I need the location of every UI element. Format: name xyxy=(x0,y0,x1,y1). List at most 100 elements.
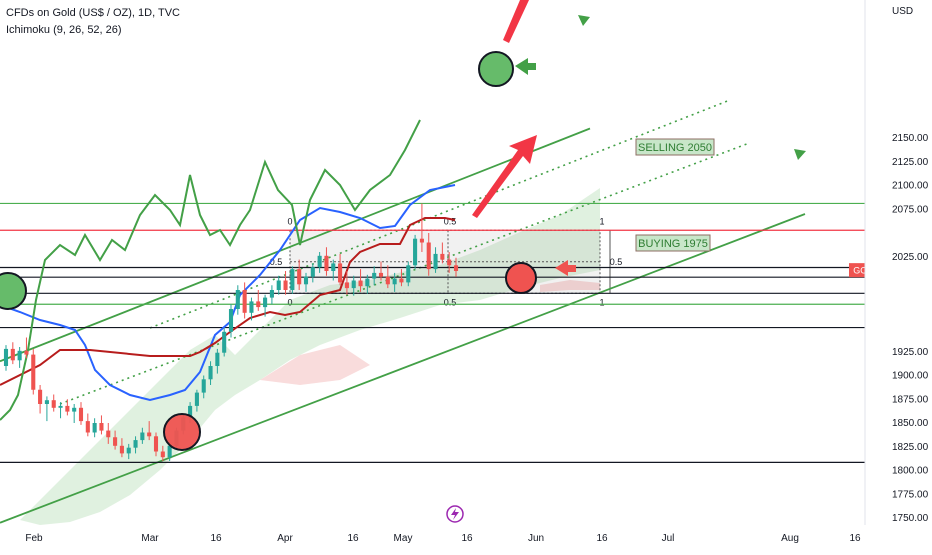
candle xyxy=(228,304,234,338)
candle-body xyxy=(78,407,84,422)
candle-body xyxy=(17,350,22,361)
fib-label-top: 1 xyxy=(599,216,604,226)
candle-body xyxy=(242,290,247,313)
target-circle-support[interactable] xyxy=(505,262,537,294)
candle-body xyxy=(133,440,138,448)
candle-body xyxy=(426,242,431,270)
candle-body xyxy=(160,451,165,458)
y-tick-label: 1850.00 xyxy=(892,418,929,429)
channel-upper xyxy=(0,127,591,363)
selling-label-box[interactable] xyxy=(635,138,715,156)
candle xyxy=(208,361,213,385)
candle xyxy=(392,272,397,292)
green-pointer-arrow xyxy=(515,58,536,75)
candle-body xyxy=(358,280,363,287)
y-tick-label: 2075.00 xyxy=(892,204,929,215)
target-circle-top[interactable] xyxy=(478,51,514,87)
candle-body xyxy=(222,331,227,353)
candle-body xyxy=(215,352,220,366)
candle-body xyxy=(399,278,404,283)
candle-body xyxy=(99,423,104,431)
candle xyxy=(385,265,390,289)
fib-range-box xyxy=(289,229,601,294)
fib-label-top: 0.5 xyxy=(444,216,457,226)
candle-body xyxy=(85,421,90,433)
candle xyxy=(249,297,254,321)
x-tick-label: May xyxy=(394,533,413,544)
candle xyxy=(351,275,356,296)
fib-label-bottom: 0 xyxy=(287,297,292,307)
candle xyxy=(215,348,220,374)
candle-body xyxy=(290,269,295,290)
target-circle-left[interactable] xyxy=(0,272,27,310)
red-pointer-arrow xyxy=(555,260,576,276)
x-tick-label: 16 xyxy=(596,533,608,544)
candle xyxy=(331,259,336,281)
candle xyxy=(113,430,118,450)
candle xyxy=(303,272,309,292)
buying-label: BUYING 1975 xyxy=(638,238,708,250)
candle xyxy=(276,275,281,295)
candle xyxy=(263,294,268,317)
y-tick-label: 1825.00 xyxy=(892,442,929,453)
candle xyxy=(222,328,227,357)
candle-body xyxy=(303,276,309,285)
candle xyxy=(242,282,247,319)
candle-body xyxy=(208,366,213,380)
candle-body xyxy=(44,400,49,404)
candle-body xyxy=(351,280,356,289)
target-circle-low[interactable] xyxy=(163,413,201,451)
candle-body xyxy=(378,272,384,277)
candle-body xyxy=(106,430,111,438)
fib-label-mid: 0.5 xyxy=(270,257,283,267)
candle-body xyxy=(269,290,274,298)
candle-body xyxy=(65,405,70,412)
candle xyxy=(51,394,56,412)
x-tick-label: Feb xyxy=(25,533,43,544)
candle-body xyxy=(440,253,445,260)
candle xyxy=(72,404,77,423)
candle xyxy=(106,423,111,444)
fib-label-bottom: 0.5 xyxy=(444,297,457,307)
y-tick-label: 1800.00 xyxy=(892,466,929,477)
candle-body xyxy=(297,269,302,285)
candle xyxy=(85,413,90,437)
candle xyxy=(269,285,274,305)
candle-body xyxy=(324,255,329,271)
candle xyxy=(324,247,329,276)
candle xyxy=(453,257,459,277)
candle xyxy=(133,436,138,454)
candle-body xyxy=(10,348,15,361)
candle-body xyxy=(447,259,452,266)
ichimoku-cloud-bear xyxy=(260,345,370,385)
indicator-label: Ichimoku (9, 26, 52, 26) xyxy=(6,24,122,36)
candle-body xyxy=(140,432,145,441)
candle xyxy=(419,203,424,252)
candle-body xyxy=(153,436,159,452)
candle xyxy=(44,396,49,422)
y-tick-label: 2125.00 xyxy=(892,157,929,168)
candle xyxy=(290,266,295,294)
fib-label-top: 0 xyxy=(287,216,292,226)
chart-title: CFDs on Gold (US$ / OZ), 1D, TVC xyxy=(6,7,181,19)
candle-body xyxy=(256,301,261,308)
price-axis[interactable] xyxy=(865,0,932,550)
candle-body xyxy=(119,445,124,454)
candle-body xyxy=(188,405,193,418)
buying-label-box[interactable] xyxy=(635,234,711,252)
chikou-span xyxy=(0,119,421,421)
candle xyxy=(99,415,104,435)
candle-body xyxy=(92,423,97,433)
y-tick-label: 2150.00 xyxy=(892,133,929,144)
candle xyxy=(119,438,124,458)
x-tick-label: 16 xyxy=(461,533,473,544)
channel-upper-arrow xyxy=(578,15,590,26)
candle-body xyxy=(276,280,281,290)
candle-body xyxy=(3,348,9,366)
candle xyxy=(17,347,22,368)
candle-body xyxy=(72,407,77,412)
x-tick-label: 16 xyxy=(347,533,359,544)
candle-body xyxy=(235,290,240,309)
candle-body xyxy=(263,297,268,308)
